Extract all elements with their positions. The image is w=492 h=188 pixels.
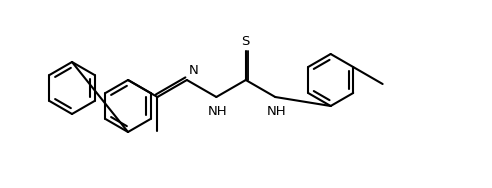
Text: N: N [189, 64, 199, 77]
Text: S: S [242, 35, 250, 48]
Text: NH: NH [208, 105, 227, 118]
Text: NH: NH [266, 105, 286, 118]
